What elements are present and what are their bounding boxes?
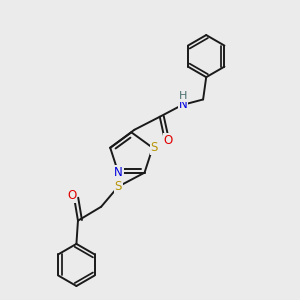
Text: O: O <box>67 189 76 202</box>
Text: S: S <box>115 180 122 193</box>
Text: N: N <box>178 98 188 111</box>
Text: N: N <box>114 166 123 179</box>
Text: H: H <box>179 92 187 101</box>
Text: S: S <box>151 141 158 154</box>
Text: O: O <box>164 134 173 147</box>
